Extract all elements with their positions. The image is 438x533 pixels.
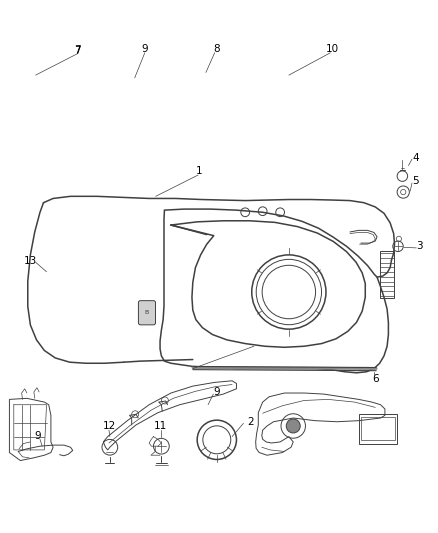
Text: 9: 9 (35, 431, 41, 441)
Text: 4: 4 (412, 152, 419, 163)
Text: 9: 9 (141, 44, 148, 53)
Text: 1: 1 (196, 166, 203, 176)
Text: 5: 5 (412, 176, 419, 187)
Text: 12: 12 (102, 421, 116, 431)
Text: 10: 10 (326, 44, 339, 53)
FancyBboxPatch shape (138, 301, 155, 325)
Text: B: B (145, 310, 149, 315)
Text: 9: 9 (213, 387, 220, 398)
Bar (361, 417, 395, 440)
Text: 2: 2 (247, 417, 254, 427)
Bar (380, 251, 394, 298)
Text: 7: 7 (74, 45, 81, 54)
Circle shape (286, 419, 300, 433)
Text: 3: 3 (417, 241, 423, 251)
Text: 6: 6 (372, 374, 378, 384)
Text: 7: 7 (74, 46, 81, 56)
Bar (359, 414, 397, 443)
Text: 11: 11 (154, 421, 167, 431)
Text: 8: 8 (213, 44, 220, 53)
Text: 13: 13 (24, 256, 37, 266)
